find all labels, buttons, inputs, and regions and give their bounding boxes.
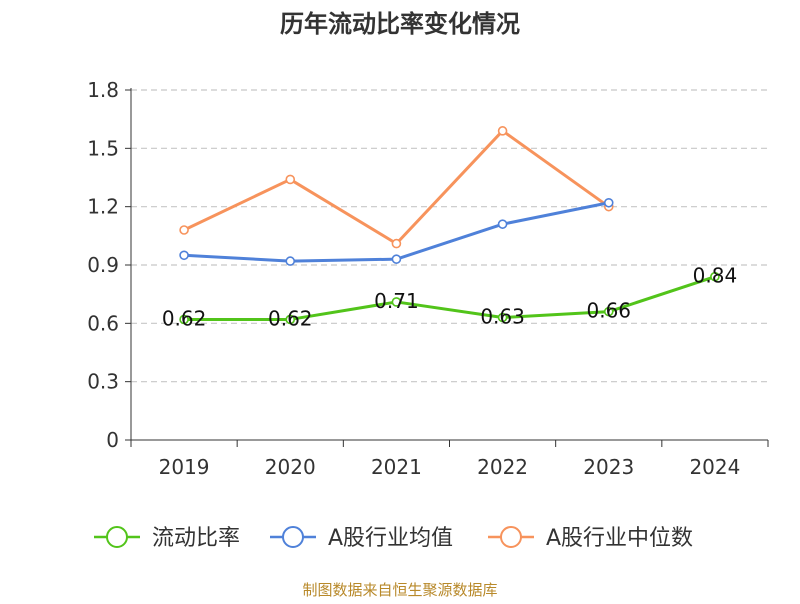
y-tick-label: 1.8 bbox=[87, 78, 119, 102]
data-point bbox=[391, 297, 402, 307]
series-layer bbox=[179, 126, 720, 325]
legend-marker bbox=[282, 526, 304, 548]
data-point bbox=[179, 250, 189, 261]
data-point bbox=[603, 197, 614, 208]
axes: 0 0.3 0.6 0.9 1.2 1.5 1.8 2019 2020 2021 2022 2023 2… bbox=[87, 78, 769, 479]
source-note: 制图数据来自恒生聚源数据库 bbox=[302, 581, 497, 599]
x-tick-label: 2023 bbox=[583, 455, 634, 479]
y-tick-label: 1.2 bbox=[87, 195, 119, 219]
data-label: 0.66 bbox=[586, 299, 631, 323]
data-point bbox=[497, 312, 508, 323]
legend-label: A股行业均值 bbox=[328, 526, 453, 551]
legend-item: A股行业中位数 bbox=[488, 526, 693, 551]
data-point bbox=[179, 225, 189, 235]
legend-label: 流动比率 bbox=[152, 526, 240, 551]
data-point bbox=[710, 271, 720, 282]
data-label: 0.62 bbox=[268, 306, 313, 330]
legend: 流动比率 A股行业均值 A股行业中位数 bbox=[94, 526, 693, 551]
series-A股行业中位数 bbox=[179, 126, 614, 249]
data-label: 0.84 bbox=[693, 264, 738, 288]
grid-lines bbox=[131, 89, 768, 383]
series-line bbox=[184, 275, 716, 321]
y-tick-label: 1.5 bbox=[87, 136, 119, 160]
data-point bbox=[391, 254, 402, 264]
series-line bbox=[184, 201, 610, 263]
y-tick-label: 0.9 bbox=[87, 253, 119, 277]
data-labels: 0.62 0.62 0.71 0.63 0.66 0.84 bbox=[162, 264, 737, 331]
data-label: 0.71 bbox=[374, 289, 419, 313]
data-point bbox=[603, 306, 614, 317]
data-label: 0.63 bbox=[480, 305, 525, 329]
series-A股行业均值 bbox=[179, 197, 614, 266]
data-point bbox=[179, 314, 189, 325]
data-point bbox=[497, 126, 508, 136]
legend-item: A股行业均值 bbox=[270, 526, 453, 551]
x-tick-label: 2019 bbox=[159, 455, 210, 479]
chart-title: 历年流动比率变化情况 bbox=[280, 10, 520, 38]
data-label: 0.62 bbox=[162, 306, 207, 330]
y-tick-label: 0 bbox=[106, 428, 119, 452]
data-point bbox=[285, 256, 296, 266]
data-point bbox=[497, 219, 508, 229]
legend-marker bbox=[106, 526, 128, 548]
y-tick-label: 0.3 bbox=[87, 370, 119, 394]
y-tick-label: 0.6 bbox=[87, 311, 119, 335]
data-point bbox=[285, 314, 296, 325]
data-point bbox=[391, 238, 402, 249]
legend-item: 流动比率 bbox=[94, 526, 240, 551]
series-流动比率 bbox=[179, 271, 720, 325]
x-tick-label: 2020 bbox=[265, 455, 316, 479]
legend-marker bbox=[500, 526, 522, 548]
x-tick-label: 2021 bbox=[371, 455, 422, 479]
x-tick-label: 2024 bbox=[689, 455, 740, 479]
x-tick-label: 2022 bbox=[477, 455, 528, 479]
data-point bbox=[285, 174, 296, 185]
legend-label: A股行业中位数 bbox=[546, 526, 693, 551]
